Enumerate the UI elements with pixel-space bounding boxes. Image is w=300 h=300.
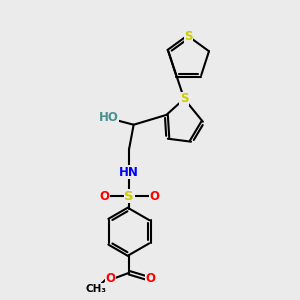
Text: O: O: [106, 272, 116, 285]
Text: S: S: [180, 92, 188, 105]
Text: O: O: [99, 190, 109, 202]
Text: S: S: [124, 190, 134, 202]
Text: S: S: [184, 30, 193, 43]
Text: CH₃: CH₃: [86, 284, 107, 293]
Text: HO: HO: [98, 111, 118, 124]
Text: O: O: [149, 190, 160, 202]
Text: HN: HN: [119, 166, 139, 179]
Text: O: O: [146, 272, 156, 285]
